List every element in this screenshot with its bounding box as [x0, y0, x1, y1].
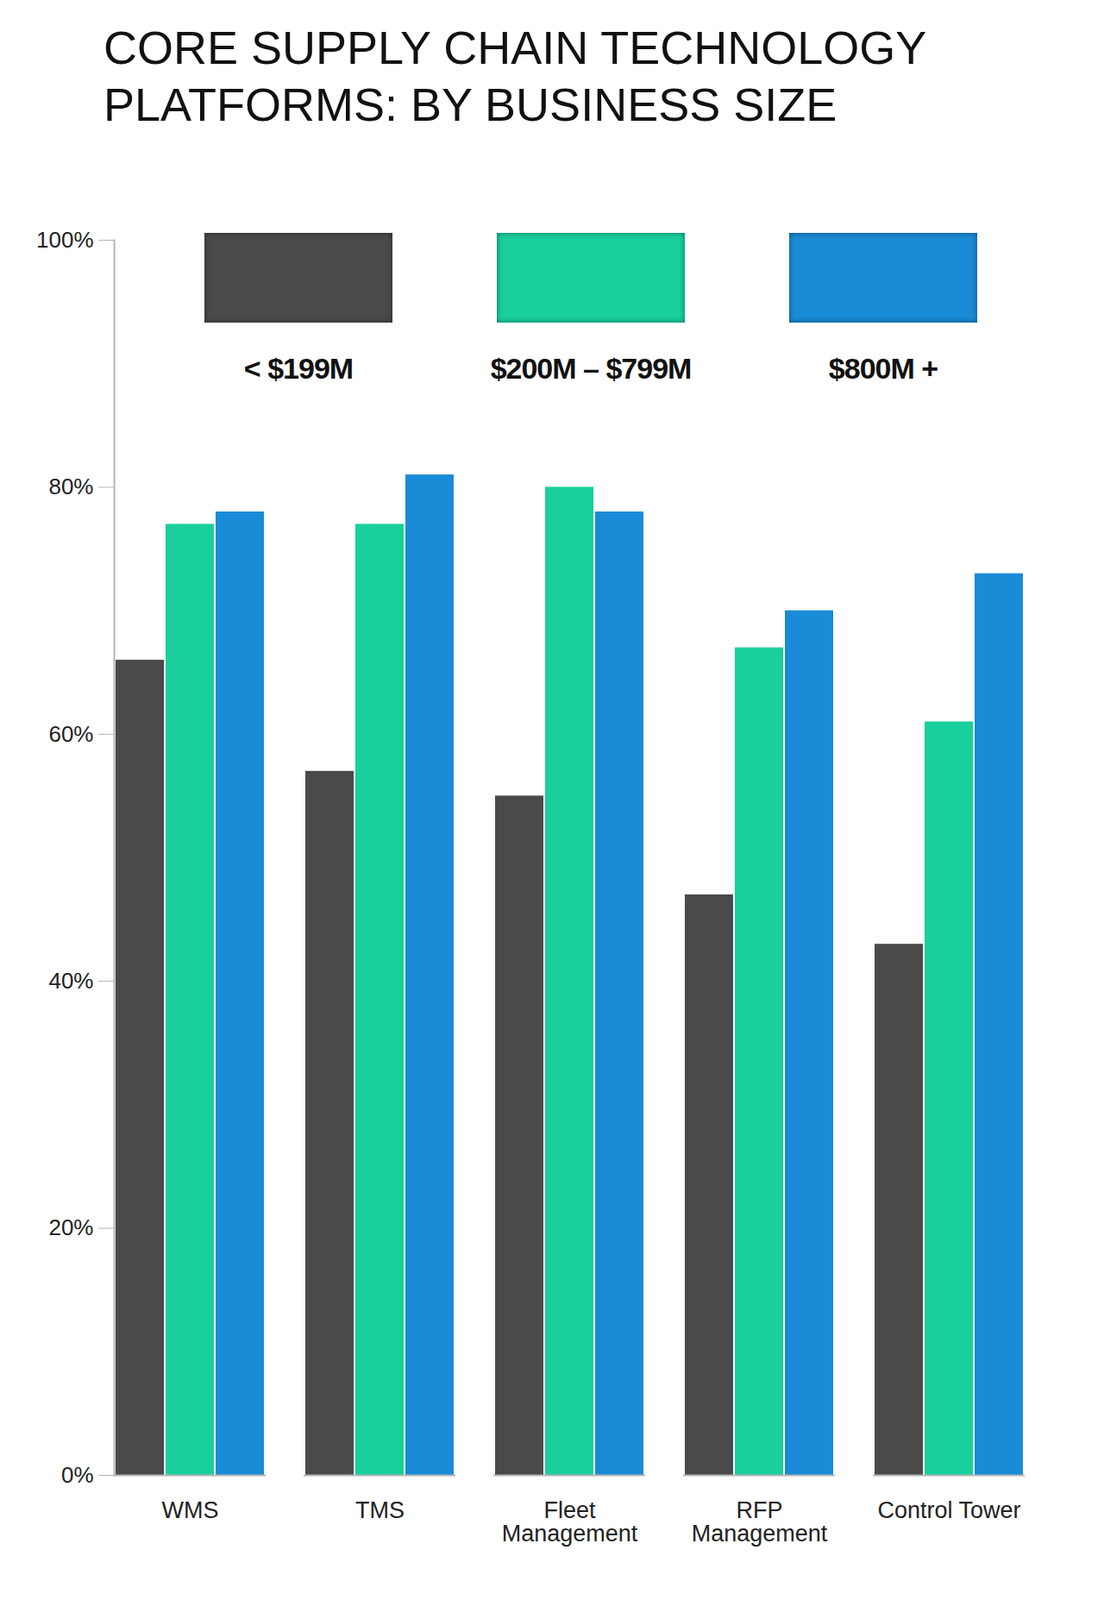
svg-text:TMS: TMS	[355, 1497, 405, 1524]
svg-text:100%: 100%	[36, 226, 95, 253]
svg-text:20%: 20%	[48, 1214, 94, 1241]
svg-text:40%: 40%	[48, 967, 94, 994]
svg-text:80%: 80%	[48, 473, 94, 500]
svg-text:0%: 0%	[61, 1461, 95, 1488]
html-text:< $199M: < $199M	[244, 351, 353, 385]
html-text:$200M – $799M: $200M – $799M	[490, 351, 692, 385]
svg-text:Control Tower: Control Tower	[877, 1497, 1021, 1524]
svg-text:RFPManagement: RFPManagement	[691, 1497, 828, 1547]
svg-text:WMS: WMS	[162, 1497, 220, 1524]
html-text:$800M +: $800M +	[828, 351, 938, 385]
html-text:CORE SUPPLY CHAIN TECHNOLOGY P: CORE SUPPLY CHAIN TECHNOLOGY PLATFORMS: …	[103, 21, 926, 131]
svg-text:60%: 60%	[48, 721, 94, 747]
svg-text:FleetManagement: FleetManagement	[501, 1497, 639, 1547]
